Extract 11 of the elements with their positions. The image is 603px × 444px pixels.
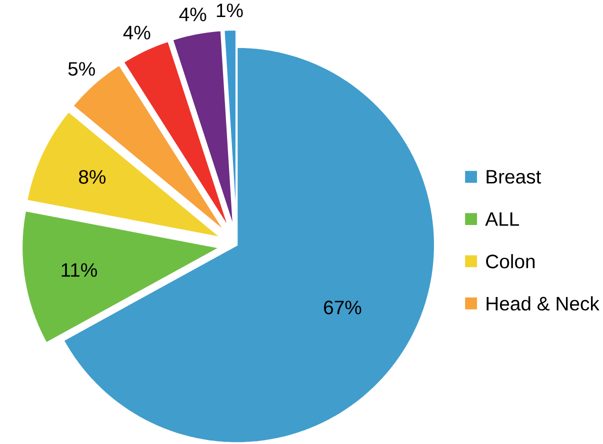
legend-label: Colon xyxy=(486,254,535,268)
legend-label: Head & Neck xyxy=(486,296,600,311)
data-label: 8% xyxy=(79,170,106,184)
legend-label: Breast xyxy=(486,170,542,184)
data-label: 4% xyxy=(123,26,150,40)
legend-label: ALL xyxy=(485,212,519,226)
data-label: 1% xyxy=(216,4,243,18)
data-label: 5% xyxy=(68,62,95,76)
data-label: 11% xyxy=(62,263,97,277)
data-label: 67% xyxy=(324,300,362,314)
data-label: 4% xyxy=(179,8,206,22)
